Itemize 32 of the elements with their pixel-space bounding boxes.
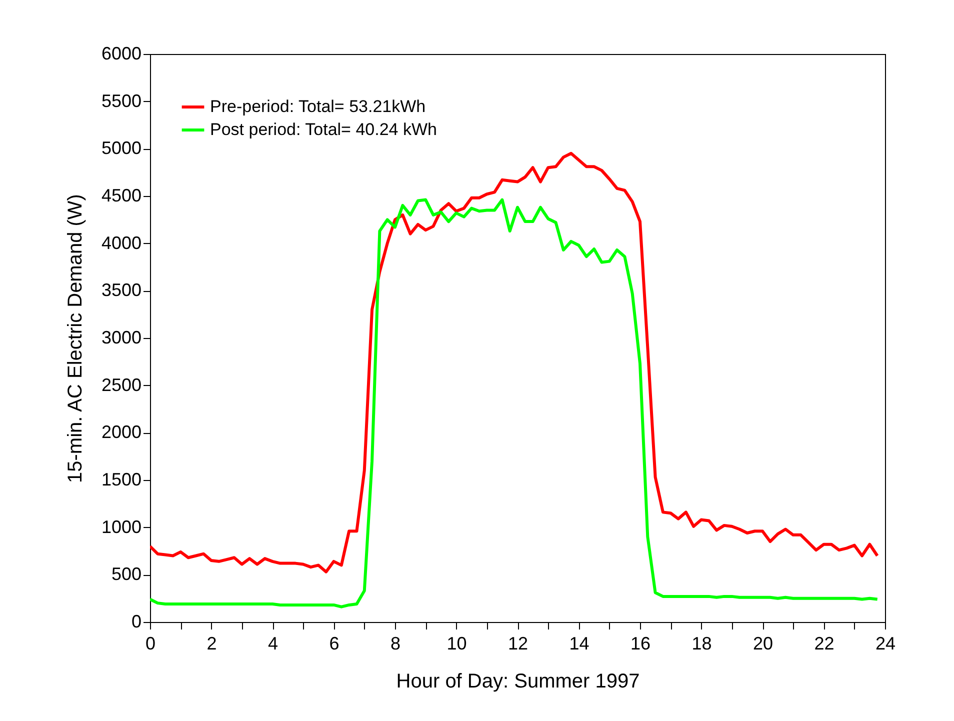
x-tick-label: 16 [630, 634, 651, 654]
y-tick-label: 500 [111, 564, 142, 584]
y-tick-label: 2500 [101, 374, 142, 395]
x-tick-label: 14 [569, 634, 590, 654]
x-tick-label: 18 [692, 634, 712, 654]
y-axis-title: 15-min. AC Electric Demand (W) [64, 194, 86, 483]
y-tick-label: 1000 [101, 516, 142, 537]
x-tick-label: 22 [814, 634, 834, 654]
y-tick-label: 2000 [101, 422, 142, 442]
x-tick-label: 2 [206, 634, 217, 654]
x-tick-label: 24 [875, 634, 896, 654]
y-tick-label: 3500 [101, 280, 142, 300]
y-tick-label: 5000 [101, 138, 142, 158]
x-tick-label: 20 [752, 634, 774, 654]
y-tick-label: 5500 [101, 90, 142, 111]
x-tick-label: 6 [329, 634, 340, 654]
x-axis-title: Hour of Day: Summer 1997 [396, 670, 640, 692]
y-tick-label: 1500 [101, 470, 142, 490]
y-tick-label: 4500 [101, 186, 142, 206]
x-tick-label: 10 [446, 634, 467, 654]
y-tick-label: 3000 [101, 328, 142, 348]
x-tick-label: 12 [508, 634, 528, 654]
legend-label: Post period: Total= 40.24 kWh [210, 120, 437, 139]
x-tick-label: 0 [145, 634, 156, 654]
x-tick-label: 8 [390, 634, 401, 654]
y-tick-label: 4000 [101, 232, 142, 253]
y-tick-label: 0 [131, 612, 142, 632]
line-series [150, 198, 879, 608]
y-tick-label: 6000 [101, 44, 142, 64]
legend-label: Pre-period: Total= 53.21kWh [210, 97, 426, 116]
x-tick-label: 4 [268, 634, 278, 654]
line-series [150, 152, 879, 574]
